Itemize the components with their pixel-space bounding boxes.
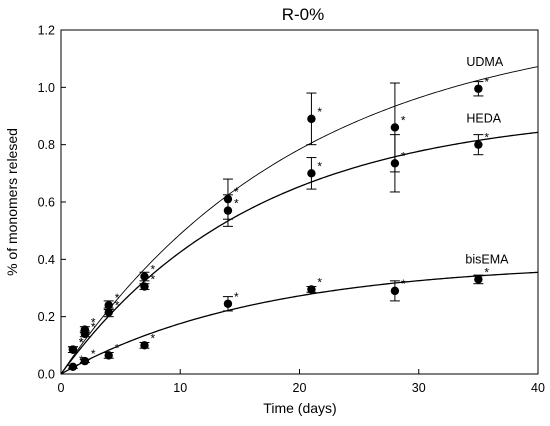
data-point-bisema [68, 362, 78, 372]
data-points [68, 84, 483, 372]
data-point-bisema [140, 341, 149, 350]
x-axis-label: Time (days) [263, 400, 336, 416]
significance-star: * [401, 113, 406, 127]
significance-star: * [150, 263, 155, 277]
significance-star: * [79, 336, 84, 350]
data-point-heda [140, 282, 149, 291]
y-axis-label: % of monomers relesed [4, 128, 20, 276]
data-point-heda [68, 345, 78, 354]
significance-star: * [115, 291, 120, 305]
error-bars [67, 81, 484, 369]
significance-star: * [115, 341, 120, 355]
significance-star: * [484, 131, 489, 145]
data-point-heda [307, 169, 316, 178]
fit-curve-heda [60, 131, 539, 375]
data-point-bisema [80, 356, 90, 366]
y-tick-label: 0.4 [38, 253, 55, 267]
data-point-heda [80, 329, 90, 339]
data-point-udma [104, 301, 113, 310]
fit-curve-udma [60, 66, 539, 375]
significance-star: * [150, 331, 155, 345]
series-label-bisema: bisEMA [465, 252, 509, 266]
data-point-heda [390, 159, 400, 168]
data-point-udma [140, 272, 149, 281]
series-label-heda: HEDA [466, 112, 501, 126]
data-point-heda [104, 308, 113, 317]
data-point-udma [223, 194, 233, 204]
significance-star: * [234, 185, 239, 199]
significance-star: * [484, 265, 489, 279]
x-tick-label: 0 [58, 381, 65, 395]
significance-star: * [484, 75, 489, 89]
y-tick-label: 0.2 [38, 310, 55, 324]
data-point-heda [223, 206, 233, 215]
significance-star: * [317, 275, 322, 289]
y-tick-label: 0.6 [38, 196, 55, 210]
y-tick-label: 0.8 [38, 138, 55, 152]
axis-ticks: 0 10 20 30 40 0.0 0.2 0.4 0.6 0.8 1.0 1.2 [38, 24, 545, 396]
significance-star: * [91, 316, 96, 330]
significance-star: * [79, 353, 84, 367]
x-tick-label: 20 [293, 381, 307, 395]
data-point-bisema [390, 286, 400, 296]
x-tick-label: 40 [531, 381, 545, 395]
significance-star: * [91, 320, 96, 334]
y-tick-label: 1.0 [38, 81, 55, 95]
x-tick-label: 30 [412, 381, 426, 395]
data-point-udma [307, 114, 316, 124]
significance-star: * [79, 336, 84, 350]
data-point-bisema [223, 299, 233, 308]
annotations: ********UDMA********HEDA* * **** **bisEMA [79, 55, 509, 367]
significance-star: * [234, 197, 239, 211]
significance-star: * [234, 290, 239, 304]
data-point-bisema [307, 285, 316, 294]
fit-curves [60, 66, 539, 375]
significance-star: * [401, 277, 406, 291]
significance-star: * [401, 149, 406, 163]
data-point-heda [474, 140, 483, 149]
y-tick-label: 1.2 [38, 24, 55, 38]
y-tick-label: 0.0 [38, 368, 55, 382]
plot-area [60, 29, 539, 375]
significance-star: * [91, 347, 96, 361]
significance-star: * [150, 273, 155, 287]
series-label-udma: UDMA [466, 55, 503, 69]
data-point-bisema [104, 351, 113, 360]
data-point-udma [474, 84, 483, 93]
data-point-bisema [474, 275, 483, 284]
significance-star: * [317, 105, 322, 119]
fit-curve-bisema [60, 271, 539, 375]
data-point-udma [390, 123, 400, 132]
significance-star: * [115, 298, 120, 312]
chart-title: R-0% [282, 5, 325, 24]
significance-star: * [317, 159, 322, 173]
x-tick-label: 10 [173, 381, 187, 395]
